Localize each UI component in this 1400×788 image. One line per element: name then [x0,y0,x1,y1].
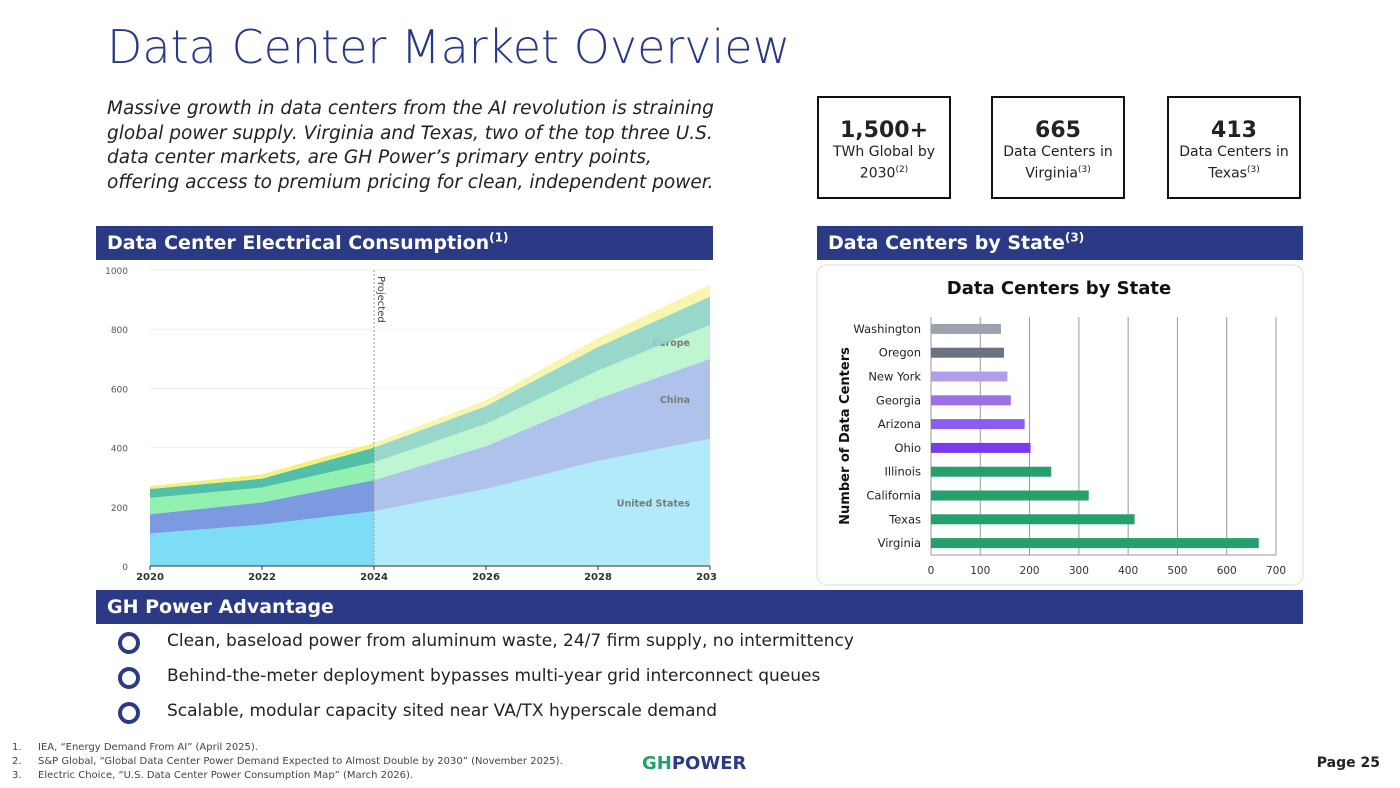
y-tick-label: New York [868,370,921,384]
section-note: (3) [1064,230,1085,245]
bar-chart: Data Centers by State Number of Data Cent… [816,264,1304,586]
stat-value: 1,500+ [839,118,929,143]
y-tick-label: Georgia [876,393,921,407]
bullet-text: Scalable, modular capacity sited near VA… [167,701,718,721]
chart-frame [816,264,1304,586]
stat-box: 1,500+ TWh Global by 2030(2) [817,96,951,199]
y-tick-label: 200 [111,504,128,514]
y-tick-label: Texas [888,512,921,526]
stat-note: (3) [1246,165,1260,175]
x-tick-label: 2022 [248,572,276,583]
y-tick-label: Virginia [878,536,921,550]
bar [931,442,1031,453]
stat-box: 665 Data Centers in Virginia(3) [991,96,1125,199]
y-axis-label: Number of Data Centers [838,347,853,525]
footnote-number: 2. [12,756,22,767]
bullet: Scalable, modular capacity sited near VA… [118,701,718,724]
y-tick-label: California [866,489,921,503]
y-tick-label: 1000 [105,267,128,277]
footnote-number: 1. [12,742,22,753]
area-label: China [660,395,690,406]
footnote: 3. Electric Choice, “U.S. Data Center Pow… [12,770,413,781]
stat-note: (2) [895,165,909,175]
page-number: Page 25 [1316,755,1380,771]
footnote: 2. S&P Global, “Global Data Center Power … [12,756,563,767]
bullet-text: Behind-the-meter deployment bypasses mul… [167,666,821,686]
x-tick-label: 2024 [360,572,388,583]
section-title: Data Center Electrical Consumption [107,232,490,254]
y-tick-label: 400 [111,445,128,455]
area-label: United States [617,498,691,509]
section-header: Data Center Electrical Consumption(1) [96,226,713,260]
section-header: Data Centers by State(3) [817,226,1303,260]
stat-note: (3) [1078,165,1091,175]
stat-value: 665 [1035,118,1081,143]
y-tick-label: Arizona [878,417,921,431]
bullet: Behind-the-meter deployment bypasses mul… [118,666,821,689]
bar [931,538,1259,549]
x-tick-label: 0 [928,565,935,577]
y-tick-label: 800 [111,326,128,336]
section-title: Data Centers by State [828,232,1065,254]
x-tick-label: 700 [1266,565,1286,577]
footnote-text: S&P Global, “Global Data Center Power De… [38,756,563,767]
footnote-text: IEA, “Energy Demand From AI” (April 2025… [38,742,258,753]
bar [931,514,1135,525]
bar [931,466,1052,477]
logo: GHPOWER [642,753,746,774]
bullet-text: Clean, baseload power from aluminum wast… [167,631,854,651]
bullet: Clean, baseload power from aluminum wast… [118,631,854,654]
x-tick-label: 100 [970,565,990,577]
area-label: Europe [652,338,690,349]
area [150,438,710,566]
stat-label: Data Centers in Texas [1179,144,1289,182]
x-tick-label: 600 [1217,565,1237,577]
bar [931,419,1025,430]
projection-shade [374,270,710,566]
section-title: GH Power Advantage [107,596,334,618]
y-tick-label: Ohio [894,441,921,455]
x-tick-label: 2028 [584,572,612,583]
bar [931,395,1011,406]
intro-text: Massive growth in data centers from the … [107,98,714,193]
footnote-number: 3. [12,770,22,781]
stat-box: 413 Data Centers in Texas(3) [1167,96,1301,199]
x-tick-label: 400 [1118,565,1138,577]
y-tick-label: Oregon [879,346,921,360]
x-tick-label: 200 [1020,565,1040,577]
logo-text: POWER [671,753,747,774]
x-tick-label: 500 [1167,565,1187,577]
x-tick-label: 2020 [136,572,164,583]
x-tick-label: 300 [1069,565,1089,577]
y-tick-label: 600 [111,385,128,395]
bar [931,490,1089,501]
logo-mark: GH [642,753,672,774]
area [150,358,710,534]
y-tick-label: Washington [853,322,921,336]
footnote-text: Electric Choice, “U.S. Data Center Power… [38,770,414,781]
y-tick-label: 0 [122,563,128,573]
bar [931,347,1004,358]
x-tick-label: 2030 [696,572,716,583]
stat-label: TWh Global by 2030 [833,144,935,182]
stat-value: 413 [1211,118,1257,143]
footnote: 1. IEA, “Energy Demand From AI” (April 20… [12,742,258,753]
annotation: Projected [375,276,386,323]
area [150,324,710,515]
slide-title: Data Center Market Overview [107,20,791,74]
section-header: GH Power Advantage [96,590,1303,624]
y-tick-label: Illinois [885,465,922,479]
chart-title: Data Centers by State [947,278,1171,299]
area-chart: 0 200 400 600 800 1000 United States China Europ… [105,267,716,583]
bar [931,371,1008,382]
bar [931,323,1001,334]
x-tick-label: 2026 [472,572,500,583]
section-note: (1) [489,230,509,245]
stat-label: Data Centers in Virginia [1003,144,1113,182]
